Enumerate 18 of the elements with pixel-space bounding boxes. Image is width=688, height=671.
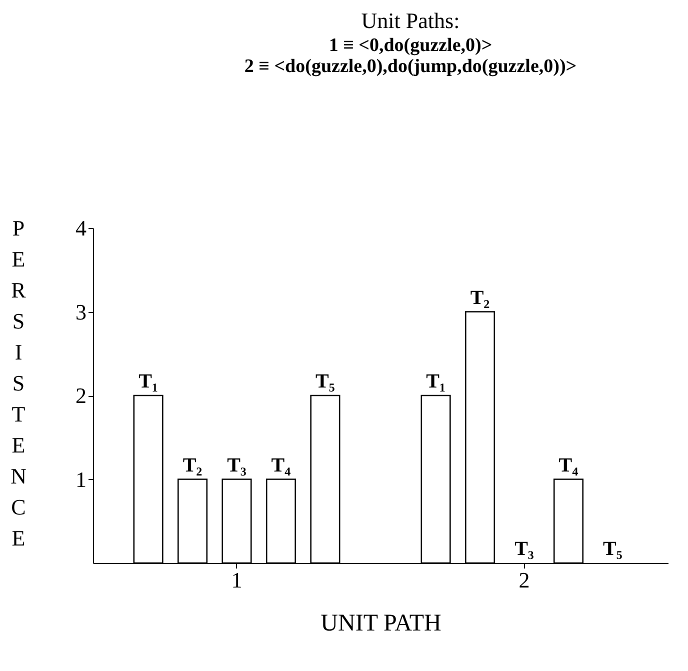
text: PERSISTENCE — [10, 216, 26, 550]
chart-title: Unit Paths: — [361, 8, 460, 33]
series-label: T₄ — [271, 454, 291, 476]
y-tick-label: 3 — [76, 299, 86, 324]
series-label: T₅ — [316, 370, 335, 392]
y-tick-label: 1 — [76, 466, 86, 492]
text: T₃ — [514, 538, 534, 560]
series-label: T₃ — [227, 454, 246, 476]
x-axis-title: UNIT PATH — [320, 610, 442, 636]
series-label: T₂ — [182, 454, 202, 476]
y-tick-label: 2 — [76, 383, 86, 408]
text: T₁ — [426, 370, 446, 392]
chart-subtitle: 1 ≡ <0,do(guzzle,0)> 2 ≡ <do(guzzle,0),do(jump,do(guzzle,0))> — [244, 35, 577, 77]
text: T₄ — [558, 454, 578, 476]
series-label: T₁ — [138, 370, 158, 392]
y-tick-label: 4 — [76, 216, 86, 240]
text: T₅ — [603, 538, 622, 560]
text: T₂ — [470, 286, 490, 309]
